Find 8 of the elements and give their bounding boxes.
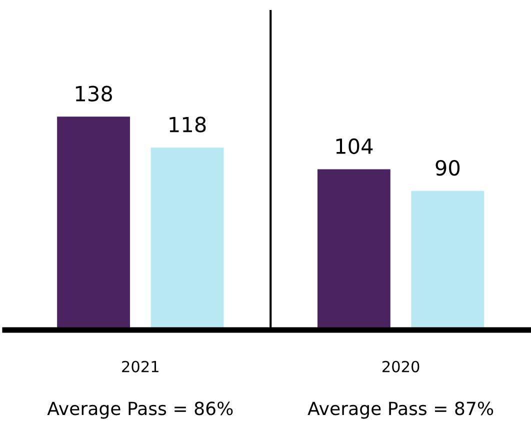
x-tick-label: 2021 bbox=[122, 360, 158, 372]
x-tick-label: 2020 bbox=[382, 360, 420, 372]
text: Average Pass = 86% bbox=[47, 402, 233, 419]
data-label: 90 bbox=[436, 160, 460, 176]
data-label: 138 bbox=[76, 86, 112, 102]
data-label: 118 bbox=[170, 116, 206, 132]
data-label: 104 bbox=[336, 138, 373, 154]
text: Average Pass = 87% bbox=[308, 402, 494, 419]
